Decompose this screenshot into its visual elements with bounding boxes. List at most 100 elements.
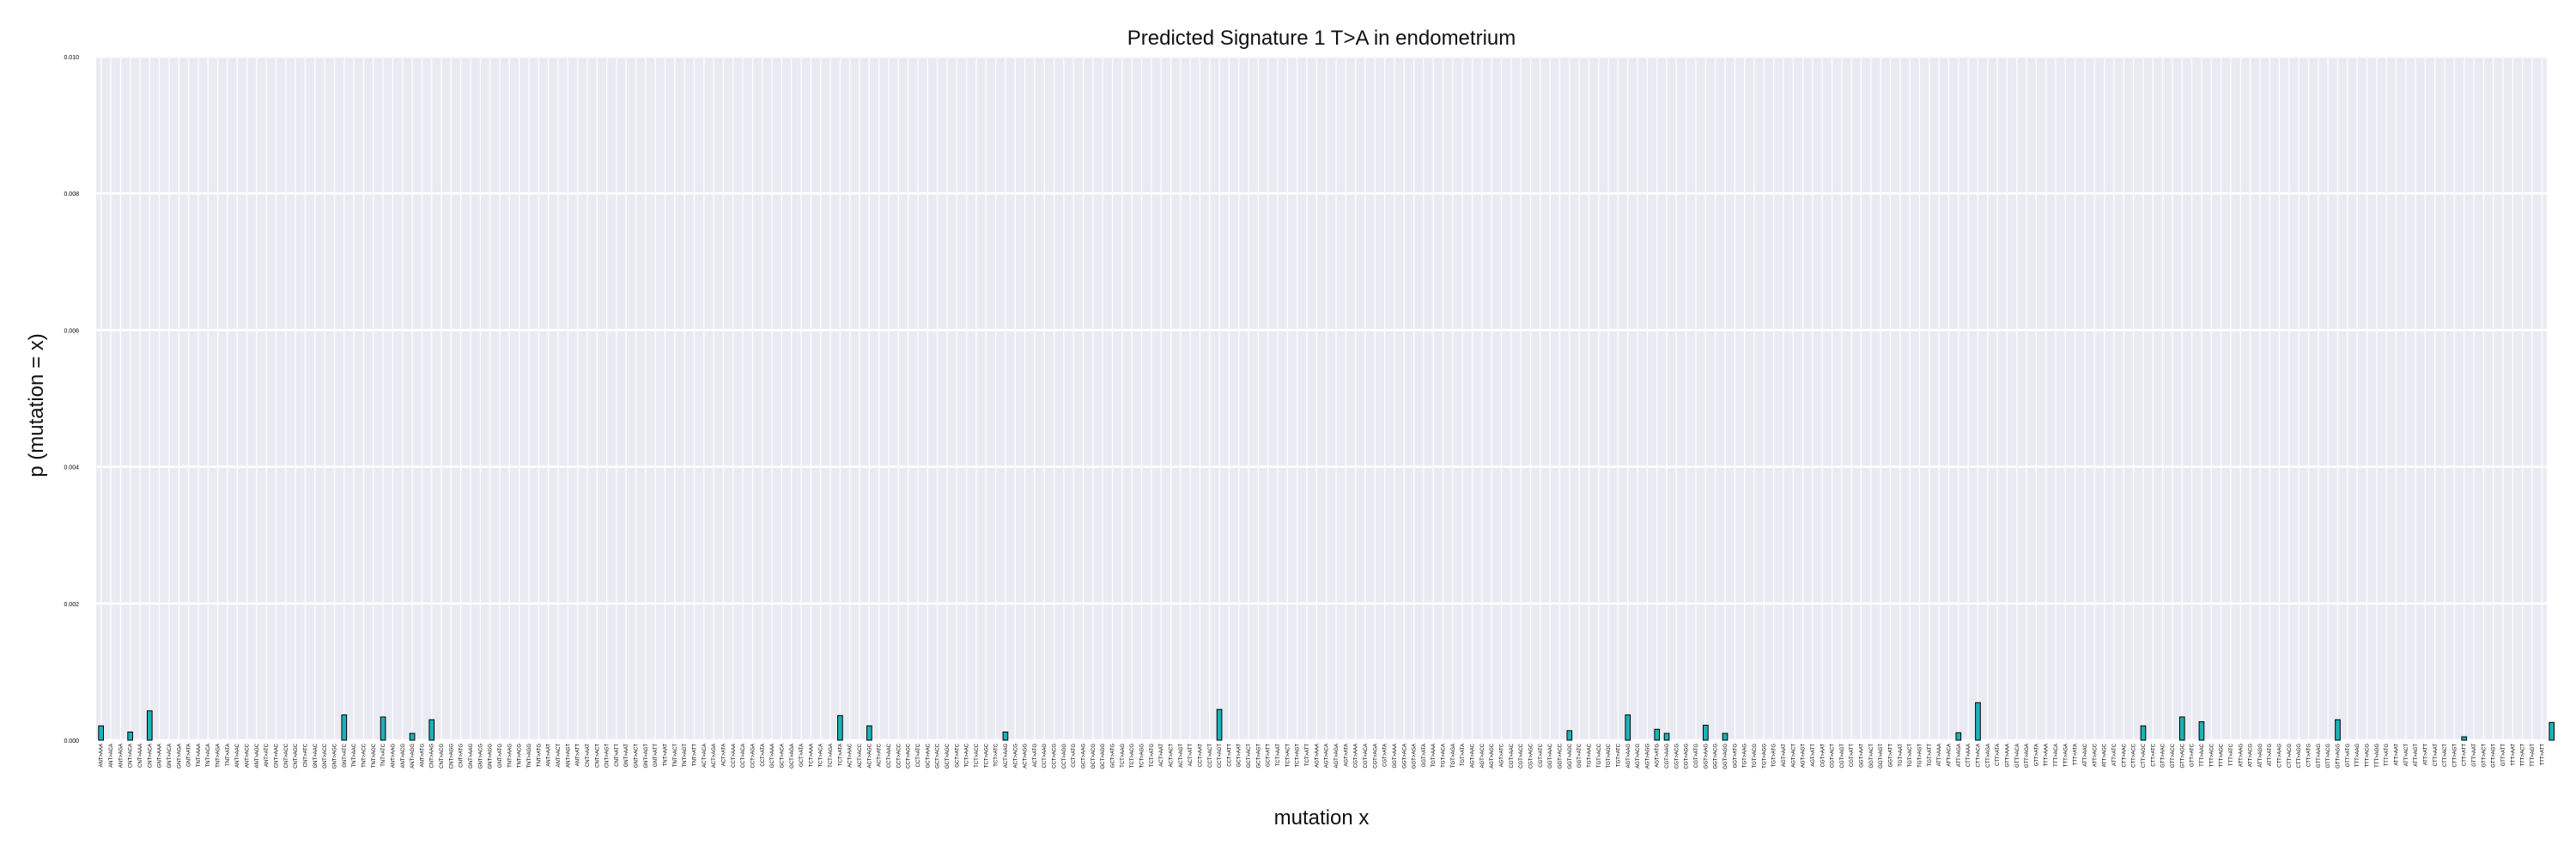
x-tick-label: ATT>ACA [1947,744,1952,767]
x-tick-label: ACT>AAC [848,743,854,768]
x-tick-label: TTT>AAG [2355,744,2360,768]
x-tick-label: ACT>ACA [702,744,708,768]
x-tick-label: ATT>AGT [2414,744,2419,767]
x-tick-label: CGT>ACT [1831,744,1836,769]
x-tick-label: GGT>ATA [1422,744,1427,767]
bar [2141,726,2146,740]
x-tick-label: CGT>AAT [1820,744,1826,768]
x-tick-label: CGT>ATT [1850,744,1855,767]
bar [429,720,434,740]
x-tick-label: ACT>ACC [858,743,863,768]
x-tick-label: ATT>ACT [2404,744,2409,767]
x-tick-label: ACT>ATG [1033,744,1038,768]
x-tick-label: CTT>AGT [2452,744,2458,768]
x-tick-label: TTT>ATA [2074,744,2079,765]
x-tick-label: TCT>ACA [819,744,824,768]
x-tick-label: GCT>AGT [1256,744,1261,769]
bar [410,733,415,740]
x-tick-label: GGT>AGC [1568,743,1573,769]
bar [2199,722,2204,740]
x-tick-label: GGT>ATC [1577,743,1583,768]
x-tick-label: GCT>ACC [936,743,941,769]
x-tick-label: GGT>AAA [1393,744,1398,769]
x-tick-label: CGT>AGA [1373,744,1378,769]
x-tick-label: GTT>AAA [2005,744,2010,768]
x-tick-label: GTT>ACA [2015,744,2020,768]
x-tick-label: TGT>ACT [1908,744,1913,768]
x-tick-label: GGT>AAG [1704,744,1709,769]
bar [2549,722,2555,740]
x-tick-label: ACT>ACT [1169,744,1174,768]
x-tick-label: CTT>AGA [1986,744,1991,768]
x-tick-label: TNT>ACG [518,744,523,769]
x-tick-label: ANT>ACG [401,744,406,769]
x-tick-label: TNT>AGA [216,744,222,768]
x-tick-label: GCT>ATA [799,744,805,767]
x-tick-label: CCT>AAA [732,744,737,768]
x-tick-label: ANT>AGG [410,744,416,769]
x-tick-label: TCT>ACT [1285,744,1291,768]
x-tick-label: TNT>ACT [673,744,678,768]
x-tick-label: CTT>ACG [2287,744,2293,769]
x-tick-label: GCT>ATG [1111,744,1116,768]
x-tick-label: GCT>ATC [955,743,960,767]
x-tick-label: ACT>AGA [712,744,717,768]
x-tick-label: CTT>ACA [1976,744,1981,768]
x-tick-label: TNT>AGC [372,743,377,768]
x-tick-label: GCT>AAT [1237,744,1242,768]
x-tick-label: CNT>AAC [275,743,280,768]
x-tick-label: GTT>ACG [2326,744,2331,769]
x-tick-label: TNT>AGT [683,744,688,768]
x-tick-label: TCT>AGC [984,743,989,768]
x-tick-label: TTT>ACC [2209,743,2215,767]
x-tick-label: ATT>AAT [2394,744,2399,766]
x-tick-label: AGT>ATA [1344,744,1349,767]
x-tick-label: TGT>ATG [1772,744,1777,768]
x-tick-label: TCT>ATA [838,744,843,766]
x-tick-label: TNT>ACA [206,744,211,768]
x-tick-label: CGT>AGT [1840,744,1845,769]
x-tick-label: CCT>AGG [1062,744,1067,769]
x-tick-label: AGT>ACT [1791,744,1796,768]
x-tick-label: AGT>AAG [1626,744,1631,769]
x-tick-label: CNT>AAG [430,744,435,769]
bar [99,726,104,740]
x-tick-label: TCT>AGT [1296,744,1301,768]
x-tick-label: ANT>ACA [109,744,114,768]
bar [342,715,347,740]
x-tick-label: TGT>AAG [1743,744,1748,769]
bar [1567,731,1572,740]
x-tick-label: ATT>ACC [2093,743,2098,767]
x-tick-label: GTT>AAG [2317,744,2322,769]
x-tick-label: GTT>AGA [2025,744,2030,768]
x-tick-label: CCT>ATG [1072,744,1077,768]
x-tick-label: CCT>ACA [741,744,746,768]
x-tick-label: CNT>AAA [138,744,143,768]
bar [2179,717,2184,740]
x-tick-label: CNT>ACA [129,744,134,768]
bar [1976,702,1981,740]
bar [1704,725,1709,740]
x-tick-label: GGT>AGG [1723,744,1728,769]
x-tick-label: ACT>ACG [1013,744,1018,769]
x-tick-label: ATT>ATC [2112,743,2117,766]
x-tick-label: TGT>AGC [1607,743,1612,768]
x-tick-label: CCT>ACT [1208,744,1213,768]
x-tick-label: CCT>AGT [1218,744,1223,769]
x-tick-label: GNT>AAG [469,744,474,769]
x-tick-label: GTT>AGC [2180,743,2185,768]
x-tick-label: GNT>AGA [177,744,182,769]
x-tick-label: TGT>AGA [1451,744,1456,768]
x-tick-label: TCT>AGG [1139,744,1145,769]
x-tick-label: CCT>ATC [916,743,921,767]
x-tick-label: CGT>ACA [1364,744,1369,769]
x-tick-label: GNT>ATG [498,744,503,768]
x-tick-label: ANT>AAA [100,744,105,768]
x-tick-label: GCT>ACG [1091,744,1097,769]
y-tick-label: 0.002 [64,602,79,608]
x-tick-label: TNT>AGG [527,744,532,769]
chart-title: Predicted Signature 1 T>A in endometrium [1127,27,1516,50]
y-axis-label: p (mutation = x) [25,333,48,477]
plot-area [96,57,2547,740]
